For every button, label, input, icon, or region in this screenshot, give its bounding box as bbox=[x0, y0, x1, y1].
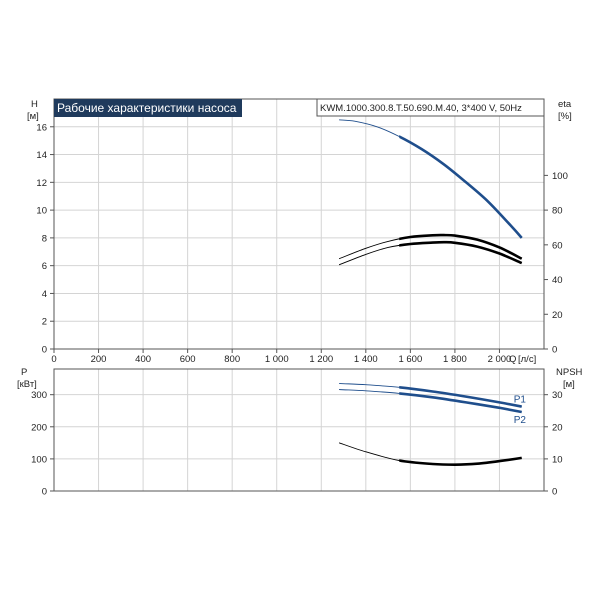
flow-tick-label: 1 000 bbox=[265, 354, 289, 365]
top-series-2-operating-range bbox=[399, 240, 523, 265]
flow-tick-label: 1 400 bbox=[354, 354, 378, 365]
top-series-0-line bbox=[339, 119, 523, 239]
top-left-tick-label: 2 bbox=[42, 317, 47, 328]
top-series-0-operating-range bbox=[399, 135, 523, 239]
top-left-tick-label: 0 bbox=[42, 345, 47, 356]
bottom-left-tick-label: 300 bbox=[31, 390, 47, 401]
series-label-p2: P2 bbox=[514, 415, 527, 426]
head-efficiency-ticks: 0 2 4 6 8 10 12 14 16 0 20 40 60 80 100 bbox=[36, 122, 567, 355]
bottom-left-tick-label: 100 bbox=[31, 454, 47, 465]
bottom-right-tick-label: 10 bbox=[552, 454, 563, 465]
eta-axis-unit: [%] bbox=[558, 111, 572, 122]
power-npsh-ticks: 0 100 200 300 0 10 20 30 bbox=[31, 390, 562, 497]
series-label-p1: P1 bbox=[514, 395, 527, 406]
head-efficiency-series bbox=[338, 119, 523, 266]
npsh-axis-name: NPSH bbox=[556, 367, 583, 378]
head-efficiency-panel: Рабочие характеристики насоса KWM.1000.3… bbox=[27, 98, 572, 365]
flow-axis-unit: [л/с] bbox=[518, 354, 536, 365]
flow-tick-label: 400 bbox=[135, 354, 151, 365]
pump-model-label: KWM.1000.300.8.T.50.690.M.40, 3*400 V, 5… bbox=[320, 103, 522, 114]
flow-tick-label: 800 bbox=[224, 354, 240, 365]
bottom-right-tick-label: 30 bbox=[552, 390, 563, 401]
bottom-series-p1-operating-range bbox=[399, 385, 522, 408]
power-axis-name: P bbox=[21, 367, 27, 378]
top-left-tick-label: 6 bbox=[42, 261, 47, 272]
flow-axis-name: Q bbox=[509, 354, 516, 365]
flow-tick-label: 200 bbox=[91, 354, 107, 365]
chart-title: Рабочие характеристики насоса bbox=[57, 101, 237, 115]
top-left-tick-label: 16 bbox=[36, 122, 47, 133]
pump-model-box bbox=[316, 98, 545, 117]
power-axis-unit: [кВт] bbox=[17, 379, 37, 390]
top-series-1-line bbox=[338, 234, 522, 260]
npsh-axis-unit: [м] bbox=[563, 379, 575, 390]
top-left-tick-label: 10 bbox=[36, 206, 47, 217]
top-right-tick-label: 0 bbox=[552, 345, 557, 356]
top-left-tick-label: 8 bbox=[42, 233, 47, 244]
flow-tick-label: 1 200 bbox=[309, 354, 333, 365]
flow-tick-label: 0 bbox=[51, 354, 56, 365]
bottom-left-tick-label: 200 bbox=[31, 422, 47, 433]
head-axis-name: H bbox=[31, 99, 38, 110]
top-right-tick-label: 100 bbox=[552, 171, 568, 182]
bottom-series-p2-operating-range bbox=[399, 392, 522, 414]
head-efficiency-grid bbox=[54, 99, 544, 349]
power-npsh-plot-frame bbox=[53, 368, 545, 492]
eta-axis-name: eta bbox=[558, 99, 572, 110]
flow-tick-label: 2 000 bbox=[488, 354, 512, 365]
flow-tick-label: 1 800 bbox=[443, 354, 467, 365]
flow-tick-label: 1 600 bbox=[398, 354, 422, 365]
power-npsh-panel: P [кВт] NPSH [м] 0 100 200 300 0 10 20 30 P1 P2 bbox=[17, 367, 583, 498]
bottom-series-2-operating-range bbox=[399, 456, 522, 467]
top-right-tick-label: 40 bbox=[552, 275, 563, 286]
flow-axis-ticks: 0 200 400 600 800 1 000 1 200 1 400 1 600 1 800 2 … bbox=[51, 349, 511, 365]
top-right-tick-label: 80 bbox=[552, 206, 563, 217]
bottom-right-tick-label: 0 bbox=[552, 487, 557, 498]
power-npsh-grid bbox=[54, 369, 544, 491]
top-series-1-operating-range bbox=[399, 233, 523, 260]
power-npsh-series: P1 P2 bbox=[338, 382, 527, 467]
bottom-right-tick-label: 20 bbox=[552, 422, 563, 433]
chart-title-box bbox=[54, 99, 242, 117]
top-left-tick-label: 4 bbox=[42, 289, 47, 300]
top-left-tick-label: 14 bbox=[36, 150, 47, 161]
head-efficiency-plot-frame bbox=[53, 98, 545, 350]
flow-tick-label: 600 bbox=[180, 354, 196, 365]
bottom-left-tick-label: 0 bbox=[42, 487, 47, 498]
top-right-tick-label: 20 bbox=[552, 310, 563, 321]
head-axis-unit: [м] bbox=[27, 111, 39, 122]
top-right-tick-label: 60 bbox=[552, 240, 563, 251]
top-left-tick-label: 12 bbox=[36, 178, 47, 189]
